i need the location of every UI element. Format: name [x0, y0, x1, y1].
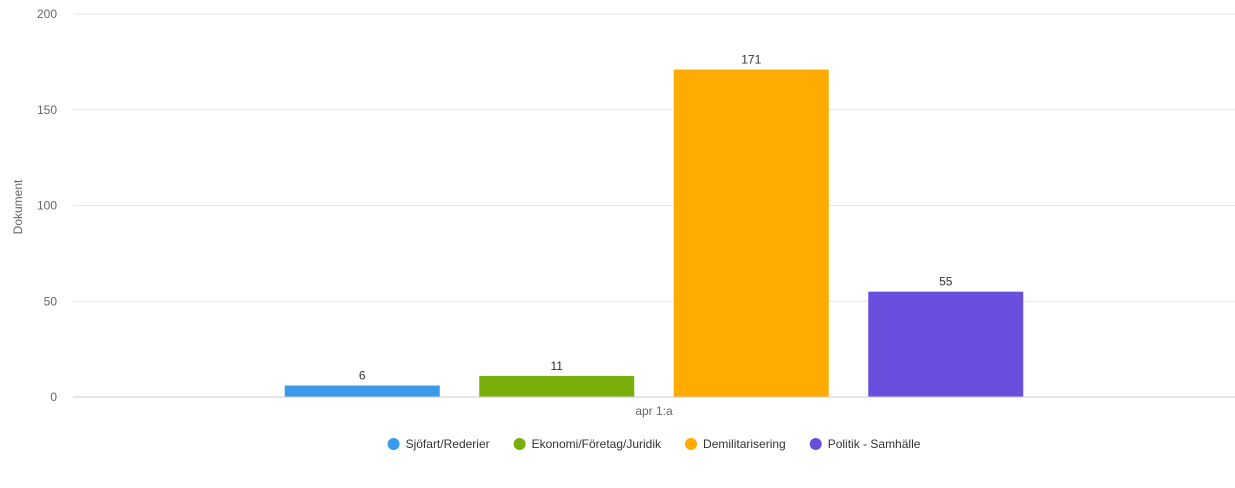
legend-item[interactable]: Demilitarisering [685, 437, 786, 451]
legend-item[interactable]: Ekonomi/Företag/Juridik [513, 437, 662, 451]
data-label: 6 [359, 369, 366, 383]
bar[interactable] [673, 69, 829, 397]
data-label: 171 [741, 53, 761, 67]
legend-marker [685, 438, 698, 450]
bar[interactable] [284, 385, 440, 397]
data-label: 11 [551, 359, 564, 373]
data-label: 55 [939, 275, 953, 289]
legend-label: Politik - Samhälle [828, 437, 921, 451]
y-tick-label: 150 [37, 103, 57, 117]
y-tick-label: 0 [50, 390, 57, 404]
legend-marker [513, 438, 526, 450]
legend-label: Sjöfart/Rederier [406, 437, 490, 451]
legend-item[interactable]: Sjöfart/Rederier [387, 437, 490, 451]
bars [284, 69, 1024, 397]
y-axis-tick-labels: 0 50 100 150 200 [37, 7, 57, 404]
legend-marker [387, 438, 400, 450]
y-tick-label: 50 [44, 294, 58, 308]
y-tick-label: 200 [37, 7, 57, 21]
legend-item[interactable]: Politik - Samhälle [809, 437, 921, 451]
y-tick-label: 100 [37, 199, 57, 213]
gridlines [73, 13, 1235, 302]
legend: Sjöfart/Rederier Ekonomi/Företag/Juridik D… [387, 437, 921, 451]
bar[interactable] [868, 291, 1024, 397]
legend-label: Ekonomi/Företag/Juridik [532, 437, 662, 451]
y-axis-title: Dokument [11, 179, 25, 234]
x-tick-label: apr 1:a [635, 404, 673, 418]
x-axis-tick-labels: apr 1:a [635, 404, 673, 418]
data-labels: 6 11 171 55 [359, 53, 953, 383]
bar[interactable] [479, 375, 635, 397]
legend-label: Demilitarisering [703, 437, 786, 451]
legend-marker [809, 438, 822, 450]
